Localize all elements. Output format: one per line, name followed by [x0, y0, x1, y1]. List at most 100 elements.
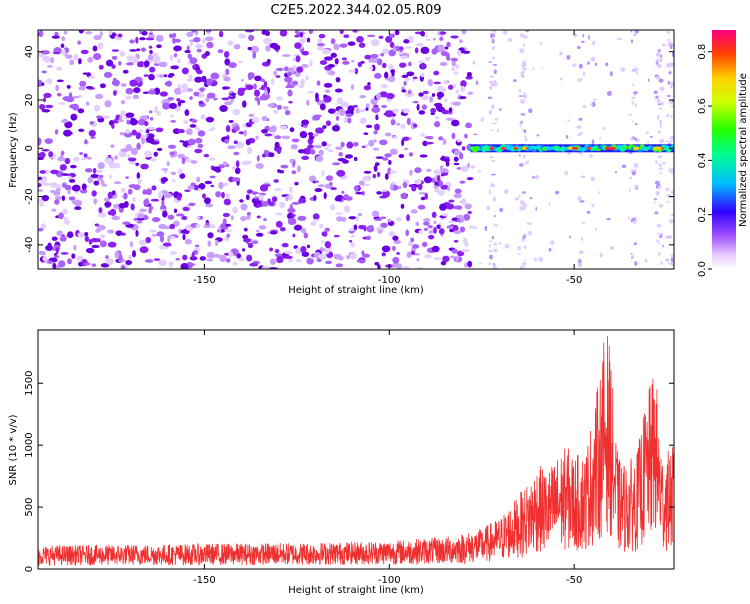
heatmap-noise-cell	[325, 175, 334, 182]
heatmap-noise-cell	[321, 231, 328, 237]
heatmap-noise-cell	[93, 34, 102, 41]
heatmap-noise-cell	[163, 246, 169, 250]
heatmap-noise-cell	[286, 72, 293, 77]
heatmap-noise-cell	[489, 183, 495, 188]
heatmap-noise-cell	[105, 255, 109, 259]
heatmap-noise-cell	[253, 83, 257, 90]
heatmap-noise-cell	[439, 61, 448, 67]
heatmap-noise-cell	[369, 65, 374, 71]
y-tick-label: 40	[24, 45, 35, 58]
heatmap-noise-cell	[95, 115, 103, 119]
heatmap-noise-cell	[334, 58, 339, 65]
heatmap-noise-cell	[261, 265, 271, 269]
heatmap-noise-cell	[218, 181, 224, 190]
heatmap-noise-cell	[235, 160, 240, 168]
heatmap-noise-cell	[48, 260, 54, 264]
heatmap-noise-cell	[219, 254, 227, 263]
heatmap-noise-cell	[658, 107, 662, 110]
heatmap-noise-cell	[56, 92, 62, 97]
heatmap-noise-cell	[64, 121, 73, 129]
heatmap-noise-cell	[339, 30, 344, 35]
heatmap-noise-cell	[170, 65, 179, 70]
heatmap-noise-cell	[219, 105, 228, 113]
heatmap-noise-cell	[376, 171, 381, 178]
heatmap-noise-cell	[253, 89, 261, 97]
heatmap-noise-cell	[104, 100, 112, 108]
heatmap-noise-cell	[299, 32, 303, 38]
heatmap-noise-cell	[431, 48, 438, 55]
heatmap-noise-cell	[606, 90, 612, 96]
heatmap-noise-cell	[657, 103, 662, 105]
signal-peak-cell	[635, 146, 640, 150]
heatmap-noise-cell	[149, 229, 157, 233]
heatmap-noise-cell	[576, 125, 582, 129]
heatmap-noise-cell	[241, 100, 247, 108]
heatmap-noise-cell	[338, 152, 343, 157]
heatmap-noise-cell	[271, 196, 278, 203]
heatmap-noise-cell	[389, 41, 395, 48]
heatmap-noise-cell	[361, 190, 365, 196]
heatmap-noise-cell	[521, 161, 524, 165]
heatmap-noise-cell	[599, 136, 601, 140]
heatmap-noise-cell	[550, 240, 555, 245]
heatmap-noise-cell	[420, 62, 426, 69]
heatmap-noise-cell	[633, 93, 637, 97]
heatmap-noise-cell	[369, 54, 379, 59]
heatmap-noise-cell	[384, 173, 389, 180]
heatmap-noise-cell	[285, 195, 289, 202]
heatmap-noise-cell	[55, 84, 60, 92]
heatmap-noise-cell	[129, 118, 138, 126]
heatmap-noise-cell	[111, 64, 116, 69]
heatmap-noise-cell	[294, 181, 299, 186]
heatmap-noise-cell	[493, 215, 497, 218]
heatmap-noise-cell	[590, 102, 593, 107]
heatmap-noise-cell	[379, 91, 388, 98]
heatmap-noise-cell	[319, 60, 328, 66]
heatmap-noise-cell	[366, 34, 376, 38]
heatmap-noise-cell	[247, 243, 254, 249]
heatmap-noise-cell	[38, 30, 44, 38]
heatmap-noise-cell	[104, 201, 112, 207]
heatmap-noise-cell	[312, 133, 319, 137]
heatmap-noise-cell	[129, 241, 134, 248]
heatmap-noise-cell	[432, 37, 436, 41]
heatmap-noise-cell	[76, 255, 84, 262]
heatmap-noise-cell	[404, 46, 413, 49]
heatmap-noise-cell	[226, 233, 230, 238]
heatmap-noise-cell	[303, 147, 312, 155]
heatmap-noise-cell	[161, 200, 165, 207]
heatmap-noise-cell	[159, 91, 168, 97]
heatmap-noise-cell	[322, 125, 327, 129]
heatmap-noise-cell	[167, 97, 175, 101]
heatmap-noise-cell	[222, 86, 228, 90]
heatmap-noise-cell	[225, 193, 231, 199]
heatmap-noise-cell	[670, 105, 674, 107]
heatmap-noise-cell	[239, 199, 244, 203]
heatmap-noise-cell	[660, 261, 664, 265]
heatmap-noise-cell	[137, 177, 142, 185]
heatmap-noise-cell	[381, 62, 387, 69]
heatmap-noise-cell	[67, 189, 71, 195]
heatmap-noise-cell	[60, 119, 69, 123]
heatmap-noise-cell	[138, 129, 144, 133]
heatmap-noise-cell	[185, 158, 192, 163]
heatmap-noise-cell	[610, 245, 614, 250]
heatmap-noise-cell	[443, 157, 450, 163]
heatmap-noise-cell	[490, 104, 495, 110]
snr-y-ticks: 0 500 1000 1500	[24, 371, 674, 572]
heatmap-noise-cell	[85, 247, 95, 254]
heatmap-noise-cell	[577, 45, 581, 50]
heatmap-noise-cell	[78, 128, 85, 132]
heatmap-noise-cell	[79, 80, 87, 88]
colorbar-ticks: 0.0 0.2 0.4 0.6 0.8	[697, 44, 712, 277]
heatmap-noise-cell	[672, 52, 674, 58]
heatmap-noise-cell	[98, 207, 103, 214]
heatmap-noise-cell	[273, 70, 278, 76]
heatmap-noise-cell	[46, 78, 53, 85]
heatmap-noise-cell	[532, 67, 535, 71]
heatmap-noise-cell	[359, 117, 367, 125]
heatmap-noise-cell	[333, 112, 341, 116]
heatmap-noise-cell	[201, 38, 206, 44]
heatmap-noise-cell	[464, 133, 468, 139]
heatmap-noise-cell	[149, 50, 153, 54]
